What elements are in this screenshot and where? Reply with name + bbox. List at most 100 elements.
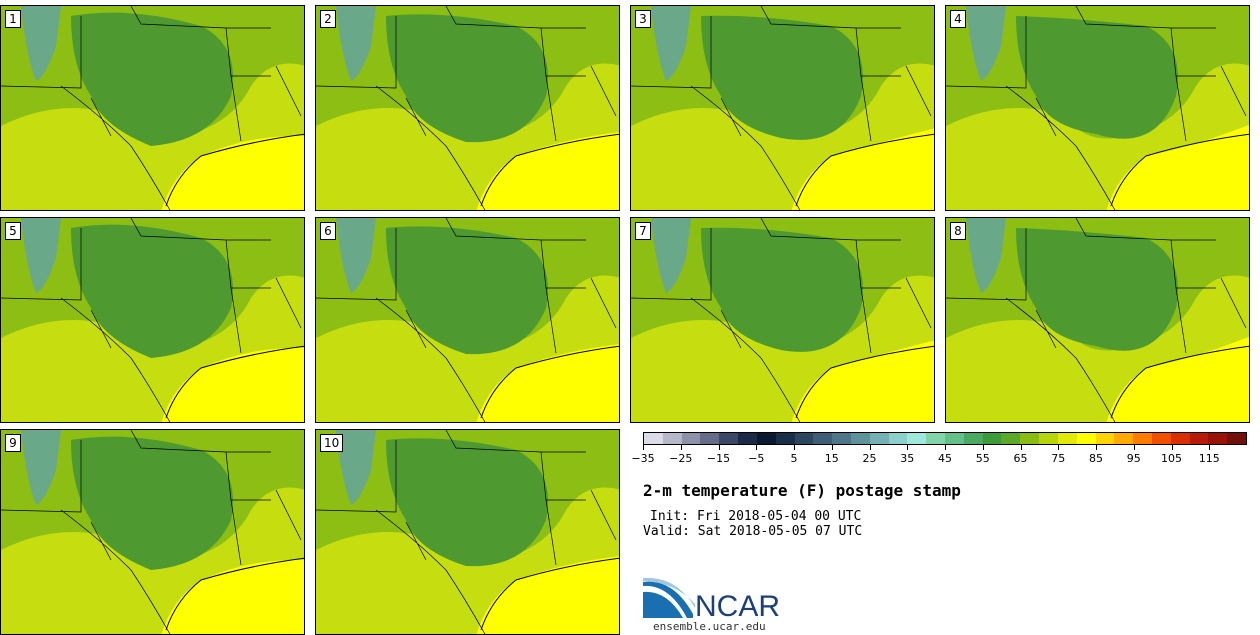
- colorbar-swatch: [1020, 433, 1040, 444]
- colorbar-swatch: [907, 433, 927, 444]
- colorbar-tick-label: 35: [900, 452, 915, 465]
- colorbar-swatch: [832, 433, 851, 444]
- colorbar-tick-label: 115: [1198, 452, 1220, 465]
- panel-9: 9: [0, 429, 305, 635]
- logo-text: NCAR: [695, 590, 780, 620]
- colorbar-swatch: [1227, 433, 1246, 444]
- colorbar-tick: [831, 445, 833, 450]
- panel-3: 3: [630, 5, 935, 211]
- colorbar-tick-label: 15: [824, 452, 839, 465]
- colorbar-tick-label: 75: [1051, 452, 1066, 465]
- colorbar-ticks: −35 −25 −15 −5 5 15 25 35 45 55 65 75 85 95 105 115: [631, 445, 1247, 465]
- colorbar-tick-label: −25: [669, 452, 693, 465]
- ncar-logo: NCAR: [643, 578, 780, 620]
- colorbar-swatch: [926, 433, 945, 444]
- colorbar-swatch: [794, 433, 814, 444]
- temperature-map: [1, 430, 304, 634]
- colorbar-tick: [1058, 445, 1060, 450]
- panel-label: 6: [320, 222, 336, 240]
- colorbar-tick: [1209, 445, 1211, 450]
- colorbar-swatch: [662, 433, 682, 444]
- temperature-map: [316, 430, 619, 634]
- colorbar-swatch: [945, 433, 964, 444]
- colorbar-swatch: [700, 433, 720, 444]
- init-time: Init: Fri 2018-05-04 00 UTC: [650, 509, 862, 524]
- colorbar-swatch: [1057, 433, 1077, 444]
- colorbar-swatch: [850, 433, 870, 444]
- colorbar-swatch: [1208, 433, 1228, 444]
- colorbar-swatch: [775, 433, 795, 444]
- temperature-map: [316, 218, 619, 422]
- colorbar-tick-label: −35: [631, 452, 655, 465]
- colorbar-tick-label: 25: [862, 452, 877, 465]
- colorbar-swatch: [1001, 433, 1021, 444]
- colorbar-tick: [945, 445, 946, 450]
- colorbar-swatch: [1076, 433, 1096, 444]
- colorbar-tick: [794, 445, 795, 450]
- colorbar-tick: [982, 445, 984, 450]
- panel-7: 7: [630, 217, 935, 423]
- colorbar-tick-label: −15: [706, 452, 731, 465]
- colorbar-tick: [1096, 445, 1097, 450]
- colorbar-swatch: [1151, 433, 1171, 444]
- colorbar-tick-label: 45: [938, 452, 952, 465]
- colorbar-swatch: [982, 433, 1002, 444]
- temperature-map: [631, 218, 934, 422]
- panel-label: 8: [950, 222, 966, 240]
- panel-label: 4: [950, 10, 966, 28]
- colorbar-swatch: [738, 433, 757, 444]
- colorbar-tick-label: 5: [790, 452, 798, 465]
- valid-time: Valid: Sat 2018-05-05 07 UTC: [643, 524, 863, 539]
- colorbar-tick: [1020, 445, 1022, 450]
- panel-label: 9: [5, 434, 21, 452]
- panel-label: 7: [635, 222, 651, 240]
- temperature-map: [316, 6, 619, 210]
- panel-1: 1: [0, 5, 305, 211]
- colorbar-tick: [869, 445, 871, 450]
- colorbar-swatch: [813, 433, 833, 444]
- chart-title: 2-m temperature (F) postage stamp: [643, 481, 961, 500]
- temperature-map: [946, 218, 1249, 422]
- colorbar-swatch: [1133, 433, 1152, 444]
- colorbar-tick: [907, 445, 909, 450]
- colorbar-swatch: [869, 433, 889, 444]
- colorbar-tick-label: −5: [748, 452, 765, 465]
- colorbar-swatch: [681, 433, 701, 444]
- panel-label: 10: [320, 434, 344, 452]
- colorbar-tick: [1171, 445, 1173, 450]
- colorbar-tick-label: 95: [1126, 452, 1141, 465]
- colorbar-swatch: [1189, 433, 1209, 444]
- panel-label: 3: [635, 10, 651, 28]
- colorbar-tick: [643, 445, 644, 450]
- temperature-map: [946, 6, 1249, 210]
- colorbar-tick: [718, 445, 720, 450]
- panel-label: 5: [5, 222, 21, 240]
- colorbar-tick-label: 85: [1089, 452, 1103, 465]
- panel-5: 5: [0, 217, 305, 423]
- colorbar-swatch: [644, 433, 663, 444]
- panel-10: 10: [315, 429, 620, 635]
- panel-8: 8: [945, 217, 1250, 423]
- temperature-colorbar: [643, 432, 1247, 445]
- colorbar-tick-label: 105: [1161, 452, 1182, 465]
- colorbar-swatch: [1039, 433, 1058, 444]
- panel-2: 2: [315, 5, 620, 211]
- site-url: ensemble.ucar.edu: [653, 620, 766, 633]
- colorbar-tick-label: 55: [975, 452, 990, 465]
- colorbar-tick-label: 65: [1013, 452, 1028, 465]
- temperature-map: [1, 6, 304, 210]
- colorbar-swatch: [1170, 433, 1190, 444]
- temperature-map: [631, 6, 934, 210]
- colorbar-swatch: [719, 433, 739, 444]
- panel-6: 6: [315, 217, 620, 423]
- panel-4: 4: [945, 5, 1250, 211]
- colorbar-swatch: [1095, 433, 1115, 444]
- panel-label: 2: [320, 10, 336, 28]
- temperature-map: [1, 218, 304, 422]
- colorbar-swatch: [756, 433, 776, 444]
- colorbar-tick: [1133, 445, 1135, 450]
- panel-label: 1: [5, 10, 21, 28]
- colorbar-swatch: [963, 433, 983, 444]
- colorbar-swatch: [888, 433, 908, 444]
- colorbar-tick: [756, 445, 758, 450]
